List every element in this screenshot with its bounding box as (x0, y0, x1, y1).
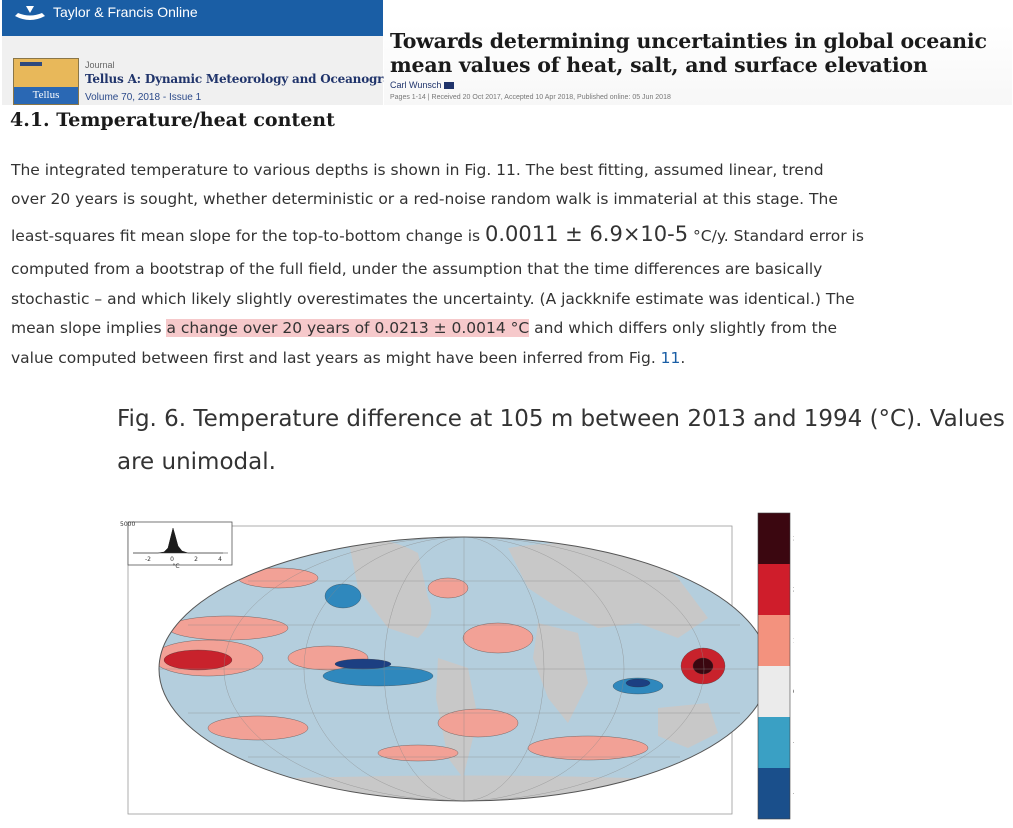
highlighted-text: a change over 20 years of 0.0213 ± 0.001… (166, 319, 530, 337)
histogram-tick-label: 4 (218, 556, 222, 563)
journal-label: Journal (85, 60, 115, 70)
text-segment: °C/y. Standard error is (688, 227, 864, 245)
colorbar-tick-label: 1 (793, 638, 794, 645)
text-segment: . (680, 349, 686, 367)
paragraph-line: stochastic – and which likely slightly o… (11, 290, 855, 308)
section-heading: 4.1. Temperature/heat content (10, 109, 335, 131)
author-name-link[interactable]: Carl Wunsch (390, 80, 442, 90)
colorbar-segment (758, 564, 790, 615)
slope-equation: 0.0011 ± 6.9×10-5 (485, 222, 689, 246)
publisher-banner: Taylor & Francis Online (2, 0, 383, 36)
article-header-background (384, 24, 1012, 105)
colorbar-tick-label: 0 (793, 689, 794, 696)
colorbar-tick-label: 2 (793, 587, 794, 594)
histogram-ymax-label: 5000 (120, 521, 135, 528)
publisher-brand[interactable]: Taylor & Francis Online (53, 4, 198, 20)
paragraph-line: computed from a bootstrap of the full fi… (11, 260, 823, 278)
colorbar-tick-label: -1 (793, 740, 794, 747)
map-graticule (159, 537, 769, 801)
paragraph-line: least-squares fit mean slope for the top… (11, 222, 864, 246)
histogram-tick-label: -2 (145, 556, 151, 563)
publisher-logo-icon (15, 6, 45, 20)
paragraph-line: value computed between first and last ye… (11, 349, 685, 367)
text-segment: mean slope implies (11, 319, 167, 337)
author-line: Carl Wunsch (390, 80, 455, 90)
journal-cover-name: Tellus (14, 87, 78, 104)
colorbar: 3 2 1 0 -1 -2 (757, 512, 794, 820)
paragraph-line: mean slope implies a change over 20 year… (11, 319, 837, 337)
colorbar-segment (758, 717, 790, 768)
envelope-icon[interactable] (444, 82, 455, 89)
histogram-unit-label: °C (172, 563, 179, 570)
colorbar-segment (758, 615, 790, 666)
colorbar-segment (758, 513, 790, 564)
histogram-tick-label: 2 (194, 556, 198, 563)
temperature-difference-figure: 5000 -2 0 2 4 °C 3 2 1 0 -1 -2 (120, 512, 794, 820)
article-title: Towards determining uncertainties in glo… (390, 29, 987, 77)
text-segment: value computed between first and last ye… (11, 349, 661, 367)
world-map (159, 537, 769, 801)
paragraph-line: over 20 years is sought, whether determi… (11, 190, 838, 208)
histogram-inset: 5000 -2 0 2 4 °C (120, 521, 233, 570)
colorbar-segment (758, 666, 790, 717)
journal-cover-image[interactable]: Tellus (13, 58, 79, 105)
colorbar-segment (758, 768, 790, 819)
histogram-tick-label: 0 (170, 556, 174, 563)
figure-caption-line-1: Fig. 6. Temperature difference at 105 m … (117, 406, 1005, 432)
colorbar-tick-label: -2 (793, 791, 794, 798)
anomaly-patches (159, 567, 726, 762)
text-segment: least-squares fit mean slope for the top… (11, 227, 486, 245)
paragraph-line: The integrated temperature to various de… (11, 161, 824, 179)
figure-11-link[interactable]: 11 (660, 349, 681, 367)
volume-issue-link[interactable]: Volume 70, 2018 - Issue 1 (85, 92, 202, 103)
colorbar-tick-label: 3 (793, 536, 794, 543)
text-segment: and which differs only slightly from the (529, 319, 838, 337)
publication-info: Pages 1-14 | Received 20 Oct 2017, Accep… (390, 94, 671, 101)
journal-panel: Tellus Journal Tellus A: Dynamic Meteoro… (2, 36, 423, 105)
journal-name-link[interactable]: Tellus A: Dynamic Meteorology and Oceano… (85, 72, 423, 86)
figure-caption-line-2: are unimodal. (117, 449, 276, 475)
colorbar-frame (757, 512, 791, 820)
